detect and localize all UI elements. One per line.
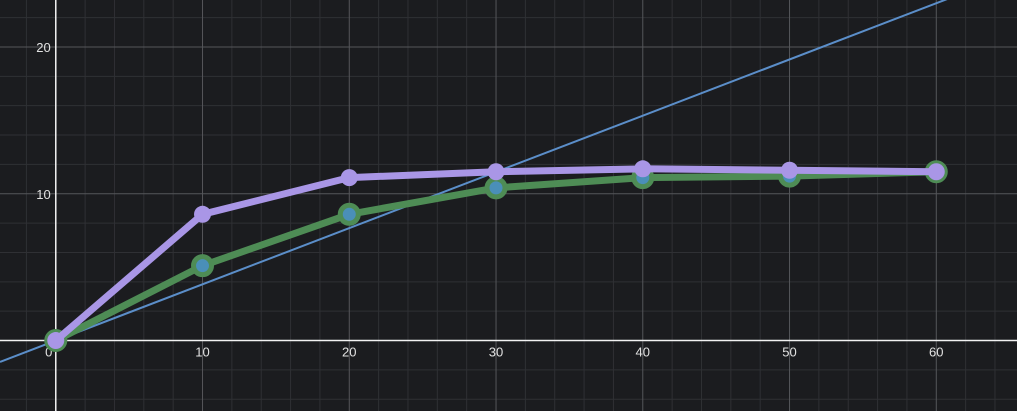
data-point[interactable] bbox=[191, 254, 215, 278]
data-point[interactable] bbox=[47, 332, 65, 350]
series-layer bbox=[44, 160, 948, 353]
data-point[interactable] bbox=[487, 163, 505, 181]
x-tick-label: 50 bbox=[782, 345, 796, 360]
data-point[interactable] bbox=[337, 202, 361, 226]
data-point[interactable] bbox=[340, 169, 358, 187]
data-point[interactable] bbox=[927, 163, 945, 181]
x-tick-label: 30 bbox=[489, 345, 503, 360]
reference-line-group bbox=[0, 0, 948, 363]
series-2 bbox=[47, 160, 945, 350]
x-tick-label: 40 bbox=[636, 345, 650, 360]
x-tick-label: 60 bbox=[929, 345, 943, 360]
data-point[interactable] bbox=[781, 161, 799, 179]
data-point[interactable] bbox=[634, 160, 652, 178]
tick-labels: 0 10 20 30 40 50 60 10 20 bbox=[36, 40, 943, 360]
reference-line bbox=[0, 0, 948, 363]
x-tick-label: 0 bbox=[45, 345, 52, 360]
y-tick-label: 10 bbox=[36, 187, 50, 202]
x-tick-label: 20 bbox=[342, 345, 356, 360]
data-point[interactable] bbox=[484, 176, 508, 200]
data-point[interactable] bbox=[194, 205, 212, 223]
y-tick-label: 20 bbox=[36, 40, 50, 55]
x-tick-label: 10 bbox=[195, 345, 209, 360]
